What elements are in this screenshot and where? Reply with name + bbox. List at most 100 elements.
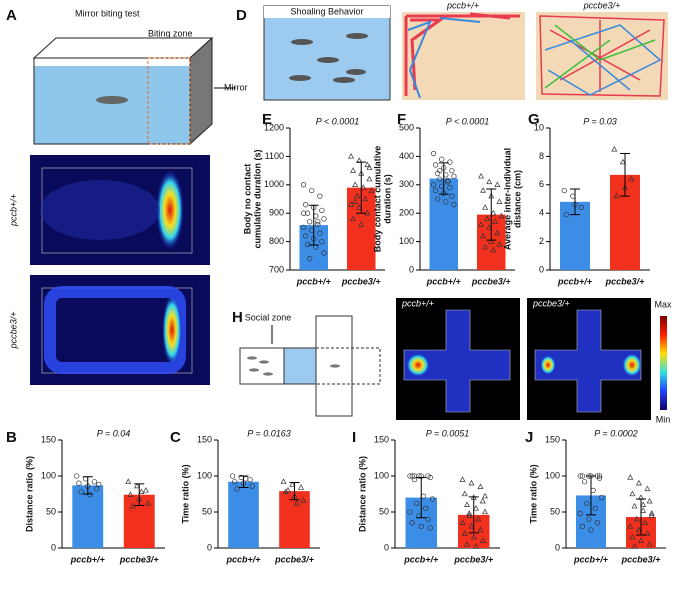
data-point bbox=[425, 516, 431, 522]
x-tick-label: pccb+/+ bbox=[225, 554, 261, 564]
y-tick-label: 200 bbox=[399, 208, 414, 218]
data-point bbox=[319, 207, 325, 214]
data-point bbox=[300, 182, 307, 188]
data-point bbox=[577, 473, 583, 479]
data-point bbox=[243, 476, 249, 482]
zone-box bbox=[147, 57, 191, 145]
heatmap-label: pccb+/+ bbox=[401, 298, 434, 308]
y-tick-label: 0 bbox=[207, 542, 212, 552]
error-bar bbox=[486, 188, 497, 241]
data-point bbox=[407, 509, 413, 515]
data-point bbox=[129, 502, 136, 509]
data-point bbox=[366, 164, 373, 170]
data-point bbox=[461, 530, 468, 536]
data-point bbox=[432, 162, 439, 168]
data-point bbox=[578, 204, 585, 211]
data-point bbox=[302, 202, 309, 208]
data-point bbox=[631, 502, 638, 509]
annotation: P < 0.0001 bbox=[446, 116, 489, 126]
panel-letter: D bbox=[236, 7, 247, 24]
data-point bbox=[478, 172, 485, 179]
y-tick-label: 1000 bbox=[264, 179, 284, 189]
data-point bbox=[434, 196, 441, 202]
error-bar bbox=[636, 498, 646, 536]
annotation: P = 0.0002 bbox=[594, 428, 637, 438]
data-point bbox=[648, 510, 655, 516]
shoal-tank bbox=[263, 5, 391, 101]
data-point bbox=[430, 182, 437, 188]
data-point bbox=[125, 478, 132, 484]
data-point bbox=[590, 487, 596, 494]
data-point bbox=[492, 218, 499, 224]
error-bar bbox=[570, 188, 580, 216]
heat-spot bbox=[622, 353, 642, 377]
data-point bbox=[464, 501, 470, 507]
y-tick-label: 700 bbox=[269, 264, 284, 274]
data-point bbox=[459, 476, 466, 482]
data-point bbox=[498, 212, 505, 219]
data-point bbox=[494, 229, 501, 236]
data-point bbox=[282, 488, 289, 494]
data-point bbox=[96, 481, 102, 488]
panel-letter: A bbox=[6, 7, 17, 24]
data-point bbox=[302, 233, 309, 239]
data-point bbox=[631, 543, 638, 549]
y-axis-label: duration (s) bbox=[382, 174, 392, 224]
scale-max: Max bbox=[654, 299, 672, 309]
data-point bbox=[91, 479, 98, 485]
data-point bbox=[300, 497, 307, 503]
data-point bbox=[366, 175, 373, 182]
y-tick-label: 1200 bbox=[264, 122, 284, 132]
y-tick-label: 800 bbox=[269, 236, 284, 246]
heat-spot bbox=[406, 353, 430, 377]
tank-water bbox=[34, 66, 190, 144]
panel-letter: C bbox=[170, 429, 181, 446]
data-point bbox=[409, 520, 415, 526]
data-point bbox=[478, 221, 485, 227]
panel-letter: J bbox=[525, 429, 533, 446]
data-point bbox=[304, 241, 311, 248]
data-point bbox=[638, 537, 644, 543]
y-tick-label: 900 bbox=[269, 208, 284, 218]
data-point bbox=[570, 193, 576, 199]
y-tick-label: 150 bbox=[197, 434, 212, 444]
data-point bbox=[644, 485, 651, 492]
heat-spot bbox=[40, 180, 160, 240]
data-point bbox=[470, 533, 477, 540]
data-point bbox=[584, 500, 590, 507]
data-point bbox=[87, 492, 93, 498]
y-tick-label: 0 bbox=[555, 542, 560, 552]
data-point bbox=[482, 492, 488, 499]
y-tick-label: 50 bbox=[202, 506, 212, 516]
heatmap-label: pccbe3/+ bbox=[8, 312, 18, 350]
data-point bbox=[307, 255, 313, 262]
zone-label: Biting zone bbox=[148, 28, 193, 38]
y-tick-label: 150 bbox=[41, 434, 56, 444]
y-tick-label: 300 bbox=[399, 179, 414, 189]
data-point bbox=[319, 238, 325, 245]
data-point bbox=[581, 479, 588, 485]
data-point bbox=[480, 187, 487, 193]
data-point bbox=[488, 238, 495, 244]
track bbox=[407, 17, 481, 99]
tank-top bbox=[32, 37, 214, 59]
data-point bbox=[451, 173, 457, 179]
y-tick-label: 50 bbox=[550, 506, 560, 516]
y-tick-label: 1100 bbox=[265, 151, 284, 161]
data-point bbox=[298, 484, 305, 490]
y-axis-label: cumulative duration (s) bbox=[252, 149, 262, 248]
data-point bbox=[315, 221, 321, 228]
y-tick-label: 0 bbox=[51, 542, 56, 552]
heat-spot bbox=[162, 294, 182, 366]
data-point bbox=[482, 204, 489, 210]
fish-group bbox=[289, 33, 368, 83]
data-point bbox=[490, 209, 497, 216]
data-point bbox=[477, 483, 484, 489]
data-point bbox=[364, 161, 371, 168]
data-point bbox=[640, 501, 647, 507]
heatmap-label: pccbe3/+ bbox=[532, 298, 570, 308]
track bbox=[539, 15, 665, 97]
y-tick-label: 6 bbox=[539, 179, 544, 189]
x-tick-label: pccb+/+ bbox=[557, 276, 593, 286]
x-tick-label: pccbe3/+ bbox=[471, 276, 512, 286]
